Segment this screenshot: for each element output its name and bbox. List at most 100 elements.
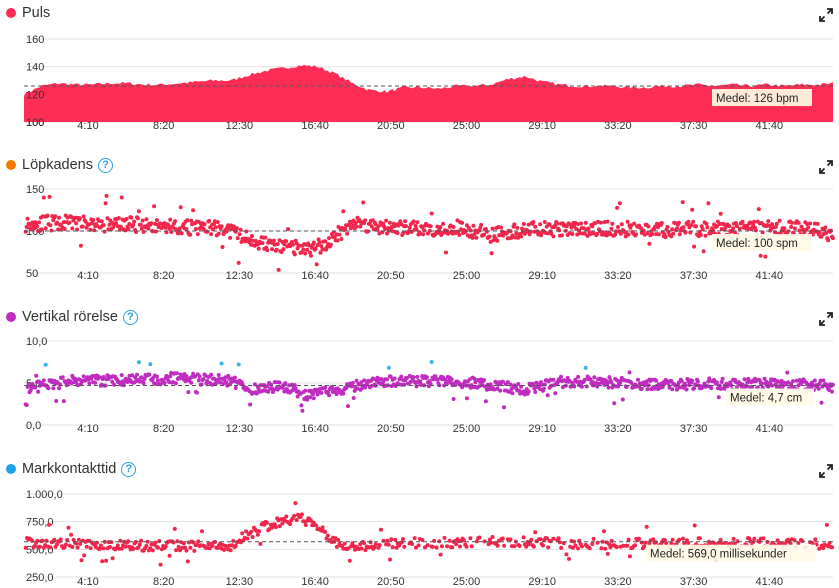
vertical-point [583,365,588,370]
cadence-point [403,219,408,224]
vertical-point [266,389,271,394]
help-icon[interactable]: ? [97,157,113,173]
vertical-point [379,377,384,381]
ground-point [386,542,391,547]
cadence-point [614,229,619,234]
ground-point [184,548,189,553]
vertical-point [154,382,158,386]
y-tick-label: 1.000,0 [26,489,63,501]
vertical-point [692,386,697,391]
vertical-point [429,360,434,364]
vertical-point [327,393,331,398]
pulse-dot-icon [6,8,16,18]
ground-point [664,541,669,546]
vertical-point [467,377,472,382]
ground-point [167,553,172,558]
ground-point [185,559,190,564]
cadence-point [208,225,213,230]
vertical-point [323,385,328,390]
cadence-point [27,222,32,227]
x-tick-label: 12:30 [226,423,254,435]
vertical-point [386,365,391,370]
cadence-point [311,240,316,245]
ground-point [314,523,319,528]
x-tick-label: 4:10 [77,120,98,132]
cadence-point [271,238,276,243]
x-tick-label: 37:30 [680,270,708,282]
cadence-point [680,200,685,205]
ground-point [602,529,606,534]
vertical-point [510,391,515,396]
cadence-point [23,229,28,234]
ground-point [432,538,437,543]
cadence-point [694,224,698,229]
x-tick-label: 16:40 [301,120,329,132]
cadence-point [812,221,817,226]
cadence-point [139,226,144,231]
ground-point [412,536,417,541]
vertical-point [299,403,304,408]
cadence-point [731,226,736,231]
vertical-point [720,376,725,381]
ground-point [576,546,580,551]
cadence-point [824,230,829,235]
cadence-point [116,216,121,221]
cadence-point [358,224,363,229]
x-tick-label: 29:10 [528,423,556,435]
expand-icon[interactable] [819,160,833,174]
ground-point [100,559,105,564]
cadence-point [706,201,711,206]
cadence-point [551,234,556,239]
ground-point [84,544,89,549]
cadence-point [531,220,536,224]
x-tick-label: 33:20 [604,576,632,588]
ground-point [464,544,469,549]
ground-point [88,546,93,551]
cadence-point [740,219,745,224]
cadence-point [215,220,220,225]
ground-point [288,522,293,527]
cadence-point [236,260,241,265]
help-icon[interactable]: ? [121,461,137,477]
vertical-point [424,375,429,380]
cadence-point [35,224,40,229]
cadence-point [663,235,668,240]
expand-icon[interactable] [819,464,833,478]
ground-point [603,546,608,551]
cadence-point [339,237,344,241]
vertical-point [502,405,506,410]
cadence-point [104,193,109,198]
cadence-point [615,205,620,210]
vertical-point [273,380,278,385]
vertical-point [344,386,349,391]
vertical-point [119,373,124,378]
vertical-point [718,386,723,391]
ground-point [38,544,42,549]
ground-point [299,512,304,517]
cadence-point [547,222,552,227]
expand-icon[interactable] [819,8,833,22]
vertical-point [43,362,48,367]
vertical-point [415,374,420,379]
vertical-point [130,373,135,378]
average-label-bg [646,544,816,562]
cadence-point [578,231,582,236]
vertical-point [101,375,106,379]
cadence-point [77,216,82,221]
expand-icon[interactable] [819,312,833,326]
ground-point [196,539,201,544]
cadence-point [317,240,322,245]
ground-point [609,538,614,543]
x-tick-label: 12:30 [226,120,254,132]
ground-point [172,526,177,531]
vertical-point [57,386,61,391]
ground-point [47,522,52,527]
ground-title: Markkontakttid ? [6,458,137,480]
ground-point [119,546,124,551]
help-icon[interactable]: ? [122,309,138,325]
ground-point [402,544,407,549]
x-tick-label: 25:00 [453,576,481,588]
vertical-point [233,386,238,390]
ground-point [600,539,605,544]
cadence-point [251,238,255,243]
